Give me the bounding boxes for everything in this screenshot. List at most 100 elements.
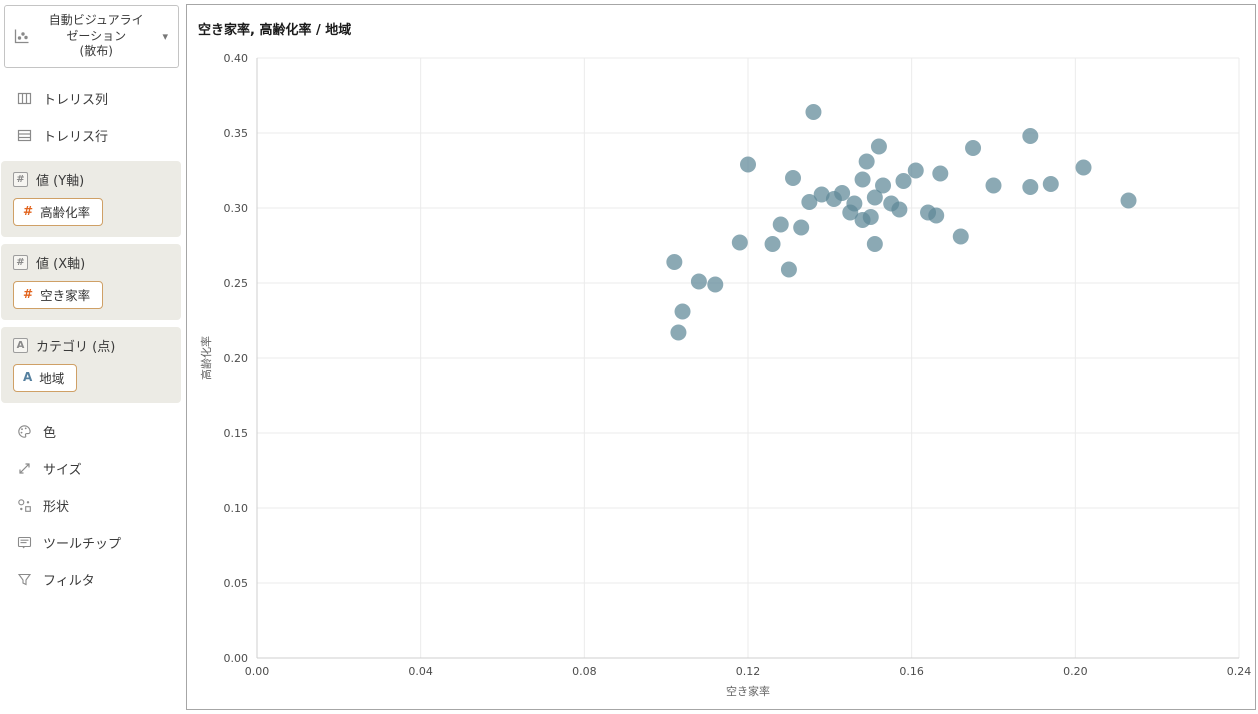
sidebar-item-tooltip[interactable]: ツールチップ bbox=[0, 524, 183, 561]
scatter-point[interactable] bbox=[1022, 179, 1039, 195]
scatter-point[interactable] bbox=[1075, 159, 1092, 176]
y-tick-label: 0.15 bbox=[224, 427, 249, 440]
scatter-point[interactable] bbox=[870, 138, 887, 155]
field-group-y-axis: # 値 (Y軸) # 高齢化率 bbox=[1, 160, 181, 237]
field-pill-label: 高齢化率 bbox=[40, 204, 91, 220]
scatter-point[interactable] bbox=[858, 153, 875, 170]
auto-viz-label: 自動ビジュアライ ゼーション (散布) bbox=[48, 13, 144, 59]
scatter-point[interactable] bbox=[985, 177, 1002, 194]
y-tick-label: 0.20 bbox=[224, 352, 249, 365]
sidebar-item-label: 形状 bbox=[43, 499, 70, 515]
y-tick-label: 0.10 bbox=[224, 502, 249, 515]
field-header-label: カテゴリ (点) bbox=[36, 339, 116, 355]
scatter-point[interactable] bbox=[834, 185, 851, 201]
scatter-point[interactable] bbox=[793, 219, 810, 236]
scatter-point[interactable] bbox=[813, 186, 830, 203]
scatter-point[interactable] bbox=[854, 212, 871, 228]
y-axis-title: 高齢化率 bbox=[200, 336, 213, 380]
scatter-point[interactable] bbox=[875, 177, 892, 194]
scatter-point[interactable] bbox=[895, 173, 912, 189]
scatter-point[interactable] bbox=[674, 303, 691, 320]
sidebar-item-label: サイズ bbox=[43, 462, 82, 478]
numeric-hash-icon: # bbox=[23, 287, 34, 302]
sidebar-item-shape[interactable]: 形状 bbox=[0, 487, 183, 524]
scatter-point[interactable] bbox=[965, 140, 982, 156]
sidebar-item-label: ツールチップ bbox=[43, 536, 122, 552]
scatter-point[interactable] bbox=[801, 194, 818, 210]
trellis-columns-icon bbox=[17, 92, 32, 104]
x-axis-title: 空き家率 bbox=[726, 685, 770, 698]
field-header-y-axis: # 値 (Y軸) bbox=[13, 170, 169, 189]
y-tick-label: 0.40 bbox=[224, 52, 249, 65]
field-header-x-axis: # 値 (X軸) bbox=[13, 253, 169, 272]
sidebar-item-label: トレリス列 bbox=[43, 92, 109, 108]
auto-viz-selector[interactable]: 自動ビジュアライ ゼーション (散布) ▾ bbox=[4, 5, 179, 68]
scatter-point[interactable] bbox=[780, 261, 797, 278]
sidebar-item-trellis-columns[interactable]: トレリス列 bbox=[0, 80, 183, 117]
x-tick-label: 0.16 bbox=[899, 665, 924, 678]
scatter-point[interactable] bbox=[764, 236, 781, 252]
sidebar-item-color[interactable]: 色 bbox=[0, 413, 183, 450]
scatter-point[interactable] bbox=[854, 171, 871, 188]
scatter-point[interactable] bbox=[920, 204, 937, 221]
scatter-point[interactable] bbox=[846, 195, 863, 212]
field-header-category: A カテゴリ (点) bbox=[13, 336, 169, 355]
scatter-point[interactable] bbox=[866, 236, 883, 252]
field-group-category: A カテゴリ (点) A 地域 bbox=[1, 326, 181, 403]
scatter-point[interactable] bbox=[891, 201, 908, 218]
field-header-label: 値 (X軸) bbox=[36, 256, 86, 272]
size-icon bbox=[19, 463, 30, 474]
sidebar-item-label: トレリス行 bbox=[43, 129, 109, 145]
chevron-down-icon: ▾ bbox=[162, 29, 168, 43]
x-tick-label: 0.12 bbox=[736, 665, 761, 678]
numeric-hash-icon: # bbox=[13, 254, 28, 270]
y-tick-label: 0.30 bbox=[224, 202, 249, 215]
field-pill-category[interactable]: A 地域 bbox=[13, 363, 78, 392]
sidebar-item-size[interactable]: サイズ bbox=[0, 450, 183, 487]
scatter-point[interactable] bbox=[670, 324, 687, 341]
filter-icon bbox=[17, 573, 32, 586]
text-a-icon: A bbox=[23, 370, 33, 385]
field-pill-y-axis[interactable]: # 高齢化率 bbox=[13, 197, 104, 226]
x-tick-label: 0.20 bbox=[1063, 665, 1088, 678]
scatter-point[interactable] bbox=[952, 228, 969, 245]
numeric-hash-icon: # bbox=[13, 171, 28, 187]
scatter-chart-icon bbox=[14, 29, 29, 44]
y-tick-label: 0.35 bbox=[224, 127, 249, 140]
scatter-point[interactable] bbox=[932, 165, 949, 182]
scatter-point[interactable] bbox=[1022, 128, 1039, 144]
scatter-plot[interactable]: 0.00 0.04 0.08 0.12 0.16 0.20 0.24 0.00 0.05 0.10… bbox=[187, 5, 1255, 709]
sidebar-item-filter[interactable]: フィルタ bbox=[0, 561, 183, 598]
scatter-point[interactable] bbox=[690, 273, 707, 290]
scatter-point[interactable] bbox=[740, 156, 756, 173]
scatter-point[interactable] bbox=[805, 104, 822, 120]
scatter-point[interactable] bbox=[731, 234, 748, 251]
scatter-point[interactable] bbox=[666, 254, 683, 270]
y-tick-label: 0.05 bbox=[224, 577, 249, 590]
scatter-point[interactable] bbox=[907, 162, 924, 179]
x-tick-label: 0.04 bbox=[408, 665, 433, 678]
scatter-point[interactable] bbox=[866, 189, 883, 206]
field-pill-label: 空き家率 bbox=[40, 287, 91, 303]
chart-title: 空き家率, 高齢化率 / 地域 bbox=[198, 23, 352, 38]
color-palette-icon bbox=[18, 425, 31, 438]
tooltip-icon bbox=[17, 536, 32, 549]
sidebar-item-trellis-rows[interactable]: トレリス行 bbox=[0, 117, 183, 154]
scatter-point[interactable] bbox=[1042, 176, 1059, 192]
field-group-x-axis: # 値 (X軸) # 空き家率 bbox=[1, 243, 181, 320]
trellis-rows-icon bbox=[17, 129, 32, 141]
sidebar-item-label: フィルタ bbox=[43, 573, 95, 589]
field-pill-label: 地域 bbox=[39, 370, 65, 386]
scatter-point[interactable] bbox=[1120, 192, 1137, 209]
x-tick-label: 0.00 bbox=[245, 665, 270, 678]
field-pill-x-axis[interactable]: # 空き家率 bbox=[13, 280, 104, 309]
text-a-icon: A bbox=[13, 337, 28, 353]
scatter-point[interactable] bbox=[772, 216, 789, 233]
scatter-point[interactable] bbox=[785, 170, 802, 186]
x-tick-label: 0.08 bbox=[572, 665, 597, 678]
chart-panel: 0.00 0.04 0.08 0.12 0.16 0.20 0.24 0.00 0.05 0.10… bbox=[186, 4, 1256, 710]
numeric-hash-icon: # bbox=[23, 204, 34, 219]
sidebar-item-label: 色 bbox=[43, 425, 57, 441]
scatter-point[interactable] bbox=[707, 276, 724, 293]
shape-icon bbox=[18, 499, 31, 512]
